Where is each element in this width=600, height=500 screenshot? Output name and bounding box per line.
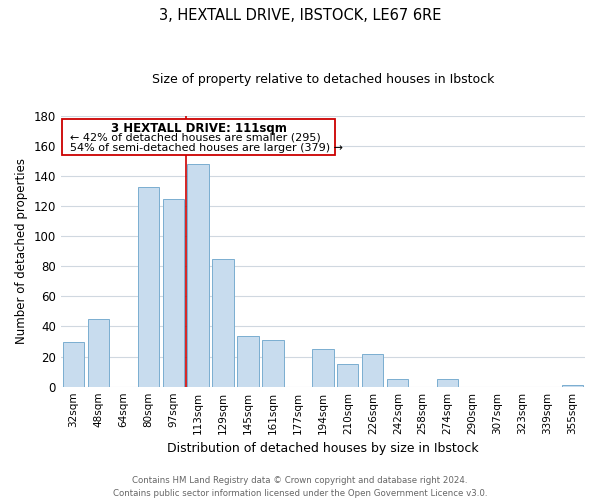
X-axis label: Distribution of detached houses by size in Ibstock: Distribution of detached houses by size … (167, 442, 479, 455)
Bar (238, 336, 259, 386)
FancyBboxPatch shape (62, 119, 335, 155)
Bar (163, 198, 184, 386)
Text: ← 42% of detached houses are smaller (295): ← 42% of detached houses are smaller (29… (70, 132, 320, 142)
Bar (187, 164, 209, 386)
Text: Contains HM Land Registry data © Crown copyright and database right 2024.
Contai: Contains HM Land Registry data © Crown c… (113, 476, 487, 498)
Bar (337, 364, 358, 386)
Title: Size of property relative to detached houses in Ibstock: Size of property relative to detached ho… (152, 72, 494, 86)
Bar (387, 379, 409, 386)
Y-axis label: Number of detached properties: Number of detached properties (15, 158, 28, 344)
Bar (437, 379, 458, 386)
Text: 54% of semi-detached houses are larger (379) →: 54% of semi-detached houses are larger (… (70, 143, 343, 153)
Bar (262, 340, 284, 386)
Bar (212, 259, 233, 386)
Bar (88, 319, 109, 386)
Bar (62, 342, 84, 386)
Bar (137, 186, 159, 386)
Text: 3 HEXTALL DRIVE: 111sqm: 3 HEXTALL DRIVE: 111sqm (111, 122, 287, 135)
Text: 3, HEXTALL DRIVE, IBSTOCK, LE67 6RE: 3, HEXTALL DRIVE, IBSTOCK, LE67 6RE (159, 8, 441, 22)
Bar (362, 354, 383, 386)
Bar (562, 385, 583, 386)
Bar (312, 349, 334, 387)
